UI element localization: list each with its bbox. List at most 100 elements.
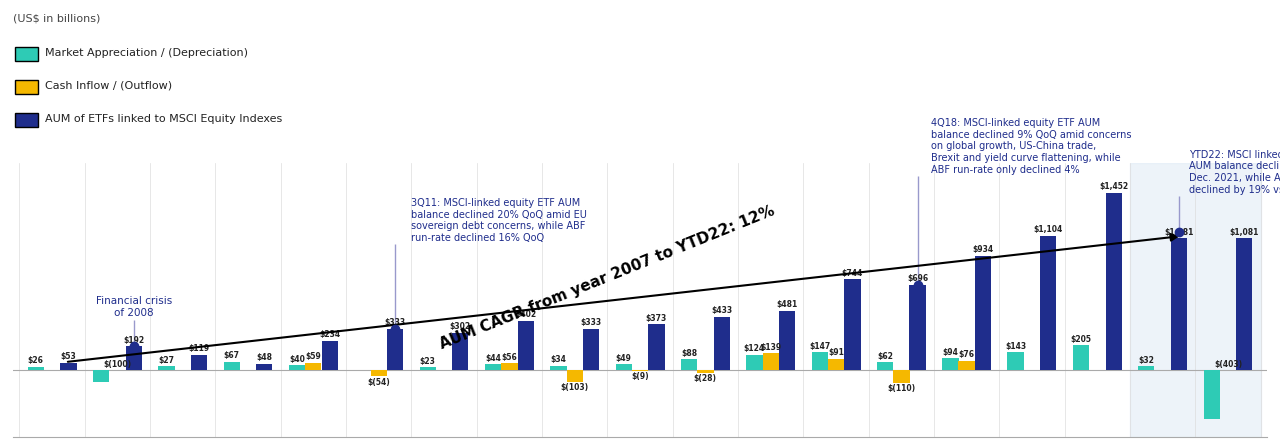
Bar bbox=[370, 370, 387, 376]
Text: $402: $402 bbox=[515, 310, 536, 319]
Bar bbox=[289, 365, 305, 370]
Text: $143: $143 bbox=[1005, 342, 1027, 351]
Text: 4Q18: MSCI-linked equity ETF AUM
balance declined 9% QoQ amid concerns
on global: 4Q18: MSCI-linked equity ETF AUM balance… bbox=[931, 118, 1132, 175]
Text: $44: $44 bbox=[485, 354, 500, 363]
Bar bbox=[1236, 239, 1253, 370]
Bar bbox=[1171, 239, 1187, 370]
Text: $(403): $(403) bbox=[1213, 359, 1242, 369]
Text: $934: $934 bbox=[973, 246, 993, 254]
Text: $124: $124 bbox=[744, 344, 765, 354]
Bar bbox=[387, 329, 403, 370]
Text: $91: $91 bbox=[828, 348, 844, 358]
Bar bbox=[125, 347, 142, 370]
Bar bbox=[1138, 366, 1155, 370]
Text: $(9): $(9) bbox=[631, 372, 649, 381]
Text: $373: $373 bbox=[645, 314, 667, 323]
Bar bbox=[828, 359, 845, 370]
Bar bbox=[567, 370, 582, 382]
Text: $192: $192 bbox=[123, 336, 145, 344]
Text: $26: $26 bbox=[28, 356, 44, 366]
Text: $(103): $(103) bbox=[561, 384, 589, 392]
Text: $1,081: $1,081 bbox=[1165, 228, 1194, 236]
Bar bbox=[224, 362, 239, 370]
Bar bbox=[910, 285, 925, 370]
Bar bbox=[305, 363, 321, 370]
Bar bbox=[616, 364, 632, 370]
Text: $1,081: $1,081 bbox=[1230, 228, 1260, 236]
Bar bbox=[763, 353, 778, 370]
Bar bbox=[550, 366, 567, 370]
Bar bbox=[812, 352, 828, 370]
Text: $53: $53 bbox=[60, 352, 77, 362]
Text: $88: $88 bbox=[681, 349, 698, 358]
Text: $1,104: $1,104 bbox=[1034, 225, 1062, 234]
Text: $205: $205 bbox=[1070, 335, 1092, 344]
Text: $(28): $(28) bbox=[694, 374, 717, 383]
Bar bbox=[778, 311, 795, 370]
Bar bbox=[632, 370, 648, 371]
Text: $(100): $(100) bbox=[104, 359, 132, 369]
Text: $32: $32 bbox=[1138, 355, 1155, 365]
Bar bbox=[698, 370, 713, 373]
Bar bbox=[893, 370, 910, 383]
Bar bbox=[60, 363, 77, 370]
Bar bbox=[845, 279, 860, 370]
Text: $76: $76 bbox=[959, 350, 974, 359]
Text: $481: $481 bbox=[777, 300, 797, 310]
Text: $(54): $(54) bbox=[367, 377, 390, 386]
Text: $(110): $(110) bbox=[887, 385, 915, 393]
Text: $119: $119 bbox=[188, 344, 210, 354]
Bar bbox=[1041, 235, 1056, 370]
Bar bbox=[191, 355, 207, 370]
Text: 3Q11: MSCI-linked equity ETF AUM
balance declined 20% QoQ amid EU
sovereign debt: 3Q11: MSCI-linked equity ETF AUM balance… bbox=[411, 198, 588, 243]
Text: $1,452: $1,452 bbox=[1100, 183, 1128, 191]
Text: $333: $333 bbox=[580, 318, 602, 328]
Bar bbox=[502, 363, 517, 370]
Bar bbox=[27, 366, 44, 370]
Text: $62: $62 bbox=[877, 352, 893, 361]
Bar bbox=[321, 341, 338, 370]
Text: $48: $48 bbox=[256, 353, 273, 362]
Bar bbox=[877, 362, 893, 370]
Text: Financial crisis
of 2008: Financial crisis of 2008 bbox=[96, 296, 172, 318]
Bar bbox=[1106, 193, 1121, 370]
Text: YTD22: MSCI linked equity ETF
AUM balance declined 26% vs
Dec. 2021, while ABF r: YTD22: MSCI linked equity ETF AUM balanc… bbox=[1189, 150, 1280, 194]
Bar bbox=[452, 333, 468, 370]
Text: $27: $27 bbox=[159, 356, 174, 365]
Bar bbox=[746, 355, 763, 370]
Text: $696: $696 bbox=[908, 274, 928, 284]
Text: $56: $56 bbox=[502, 353, 517, 362]
Text: (US$ in billions): (US$ in billions) bbox=[13, 13, 100, 23]
Text: Cash Inflow / (Outflow): Cash Inflow / (Outflow) bbox=[45, 81, 172, 91]
Bar bbox=[1007, 352, 1024, 370]
Text: $49: $49 bbox=[616, 354, 631, 363]
Text: $234: $234 bbox=[319, 330, 340, 340]
Text: $23: $23 bbox=[420, 357, 435, 366]
Bar bbox=[93, 370, 109, 382]
Text: $744: $744 bbox=[842, 269, 863, 277]
Bar bbox=[582, 329, 599, 370]
Bar bbox=[159, 366, 174, 370]
Text: $67: $67 bbox=[224, 351, 239, 360]
Text: $147: $147 bbox=[809, 342, 831, 351]
Bar bbox=[256, 364, 273, 370]
Bar bbox=[959, 361, 975, 370]
Bar bbox=[420, 367, 435, 370]
Text: $59: $59 bbox=[306, 352, 321, 361]
Bar bbox=[648, 325, 664, 370]
Text: AUM of ETFs linked to MSCI Equity Indexes: AUM of ETFs linked to MSCI Equity Indexe… bbox=[45, 114, 282, 124]
Text: $34: $34 bbox=[550, 355, 566, 364]
Text: $302: $302 bbox=[449, 322, 471, 331]
Text: $139: $139 bbox=[760, 343, 781, 351]
Text: Market Appreciation / (Depreciation): Market Appreciation / (Depreciation) bbox=[45, 48, 248, 58]
Bar bbox=[1130, 163, 1261, 437]
Bar bbox=[713, 317, 730, 370]
Bar bbox=[975, 256, 991, 370]
Text: $333: $333 bbox=[384, 318, 406, 328]
Text: $94: $94 bbox=[942, 348, 959, 357]
Bar bbox=[681, 359, 698, 370]
Bar bbox=[517, 321, 534, 370]
Bar bbox=[1073, 345, 1089, 370]
Bar bbox=[485, 364, 502, 370]
Bar bbox=[942, 359, 959, 370]
